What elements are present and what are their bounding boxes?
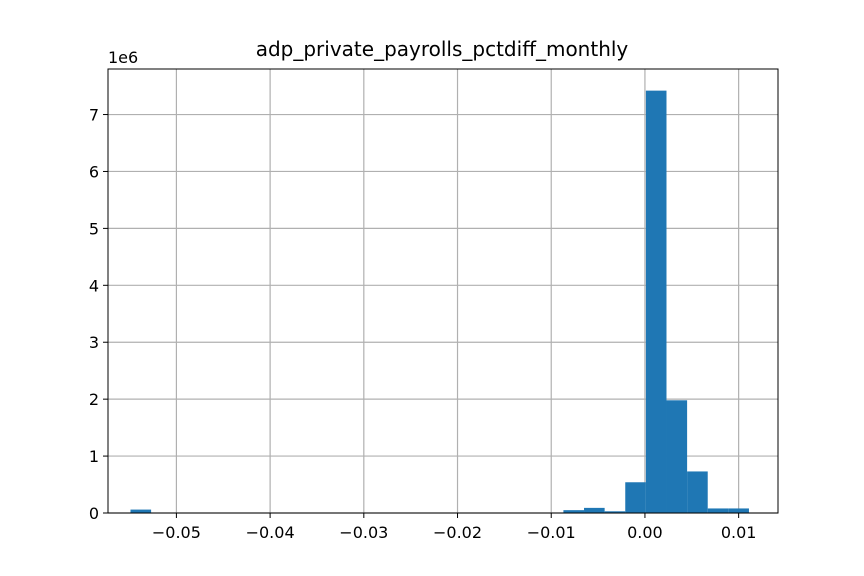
x-axis: −0.05 −0.04 −0.03 −0.02 −0.01 0.00 0.01 — [152, 513, 757, 542]
y-tick-label: 0 — [89, 504, 99, 523]
x-tick-label: 0.01 — [721, 523, 757, 542]
histogram-bars — [130, 90, 749, 513]
x-tick-label: 0.00 — [627, 523, 663, 542]
y-tick-label: 2 — [89, 390, 99, 409]
x-tick-label: −0.01 — [527, 523, 576, 542]
y-tick-label: 4 — [89, 276, 99, 295]
chart-title: adp_private_payrolls_pctdiff_monthly — [256, 37, 629, 61]
y-tick-label: 1 — [89, 447, 99, 466]
y-axis: 0 1 2 3 4 5 6 7 — [89, 106, 108, 523]
y-tick-label: 3 — [89, 333, 99, 352]
x-tick-label: −0.03 — [339, 523, 388, 542]
histogram-bar — [645, 90, 667, 513]
y-tick-label: 6 — [89, 162, 99, 181]
histogram-bar — [584, 507, 605, 513]
plot-frame — [107, 68, 779, 514]
histogram-bar — [728, 508, 749, 513]
histogram-bar — [563, 510, 585, 513]
histogram-bar — [625, 482, 646, 513]
histogram-bar — [707, 508, 729, 513]
histogram-bar — [666, 400, 688, 513]
y-tick-label: 5 — [89, 219, 99, 238]
histogram-bar — [687, 471, 708, 513]
histogram-bar — [604, 511, 626, 513]
x-tick-label: −0.02 — [433, 523, 482, 542]
y-tick-label: 7 — [89, 106, 99, 125]
x-tick-label: −0.05 — [152, 523, 201, 542]
x-tick-label: −0.04 — [246, 523, 295, 542]
y-offset-label: 1e6 — [108, 48, 138, 67]
histogram-bar — [130, 509, 152, 513]
